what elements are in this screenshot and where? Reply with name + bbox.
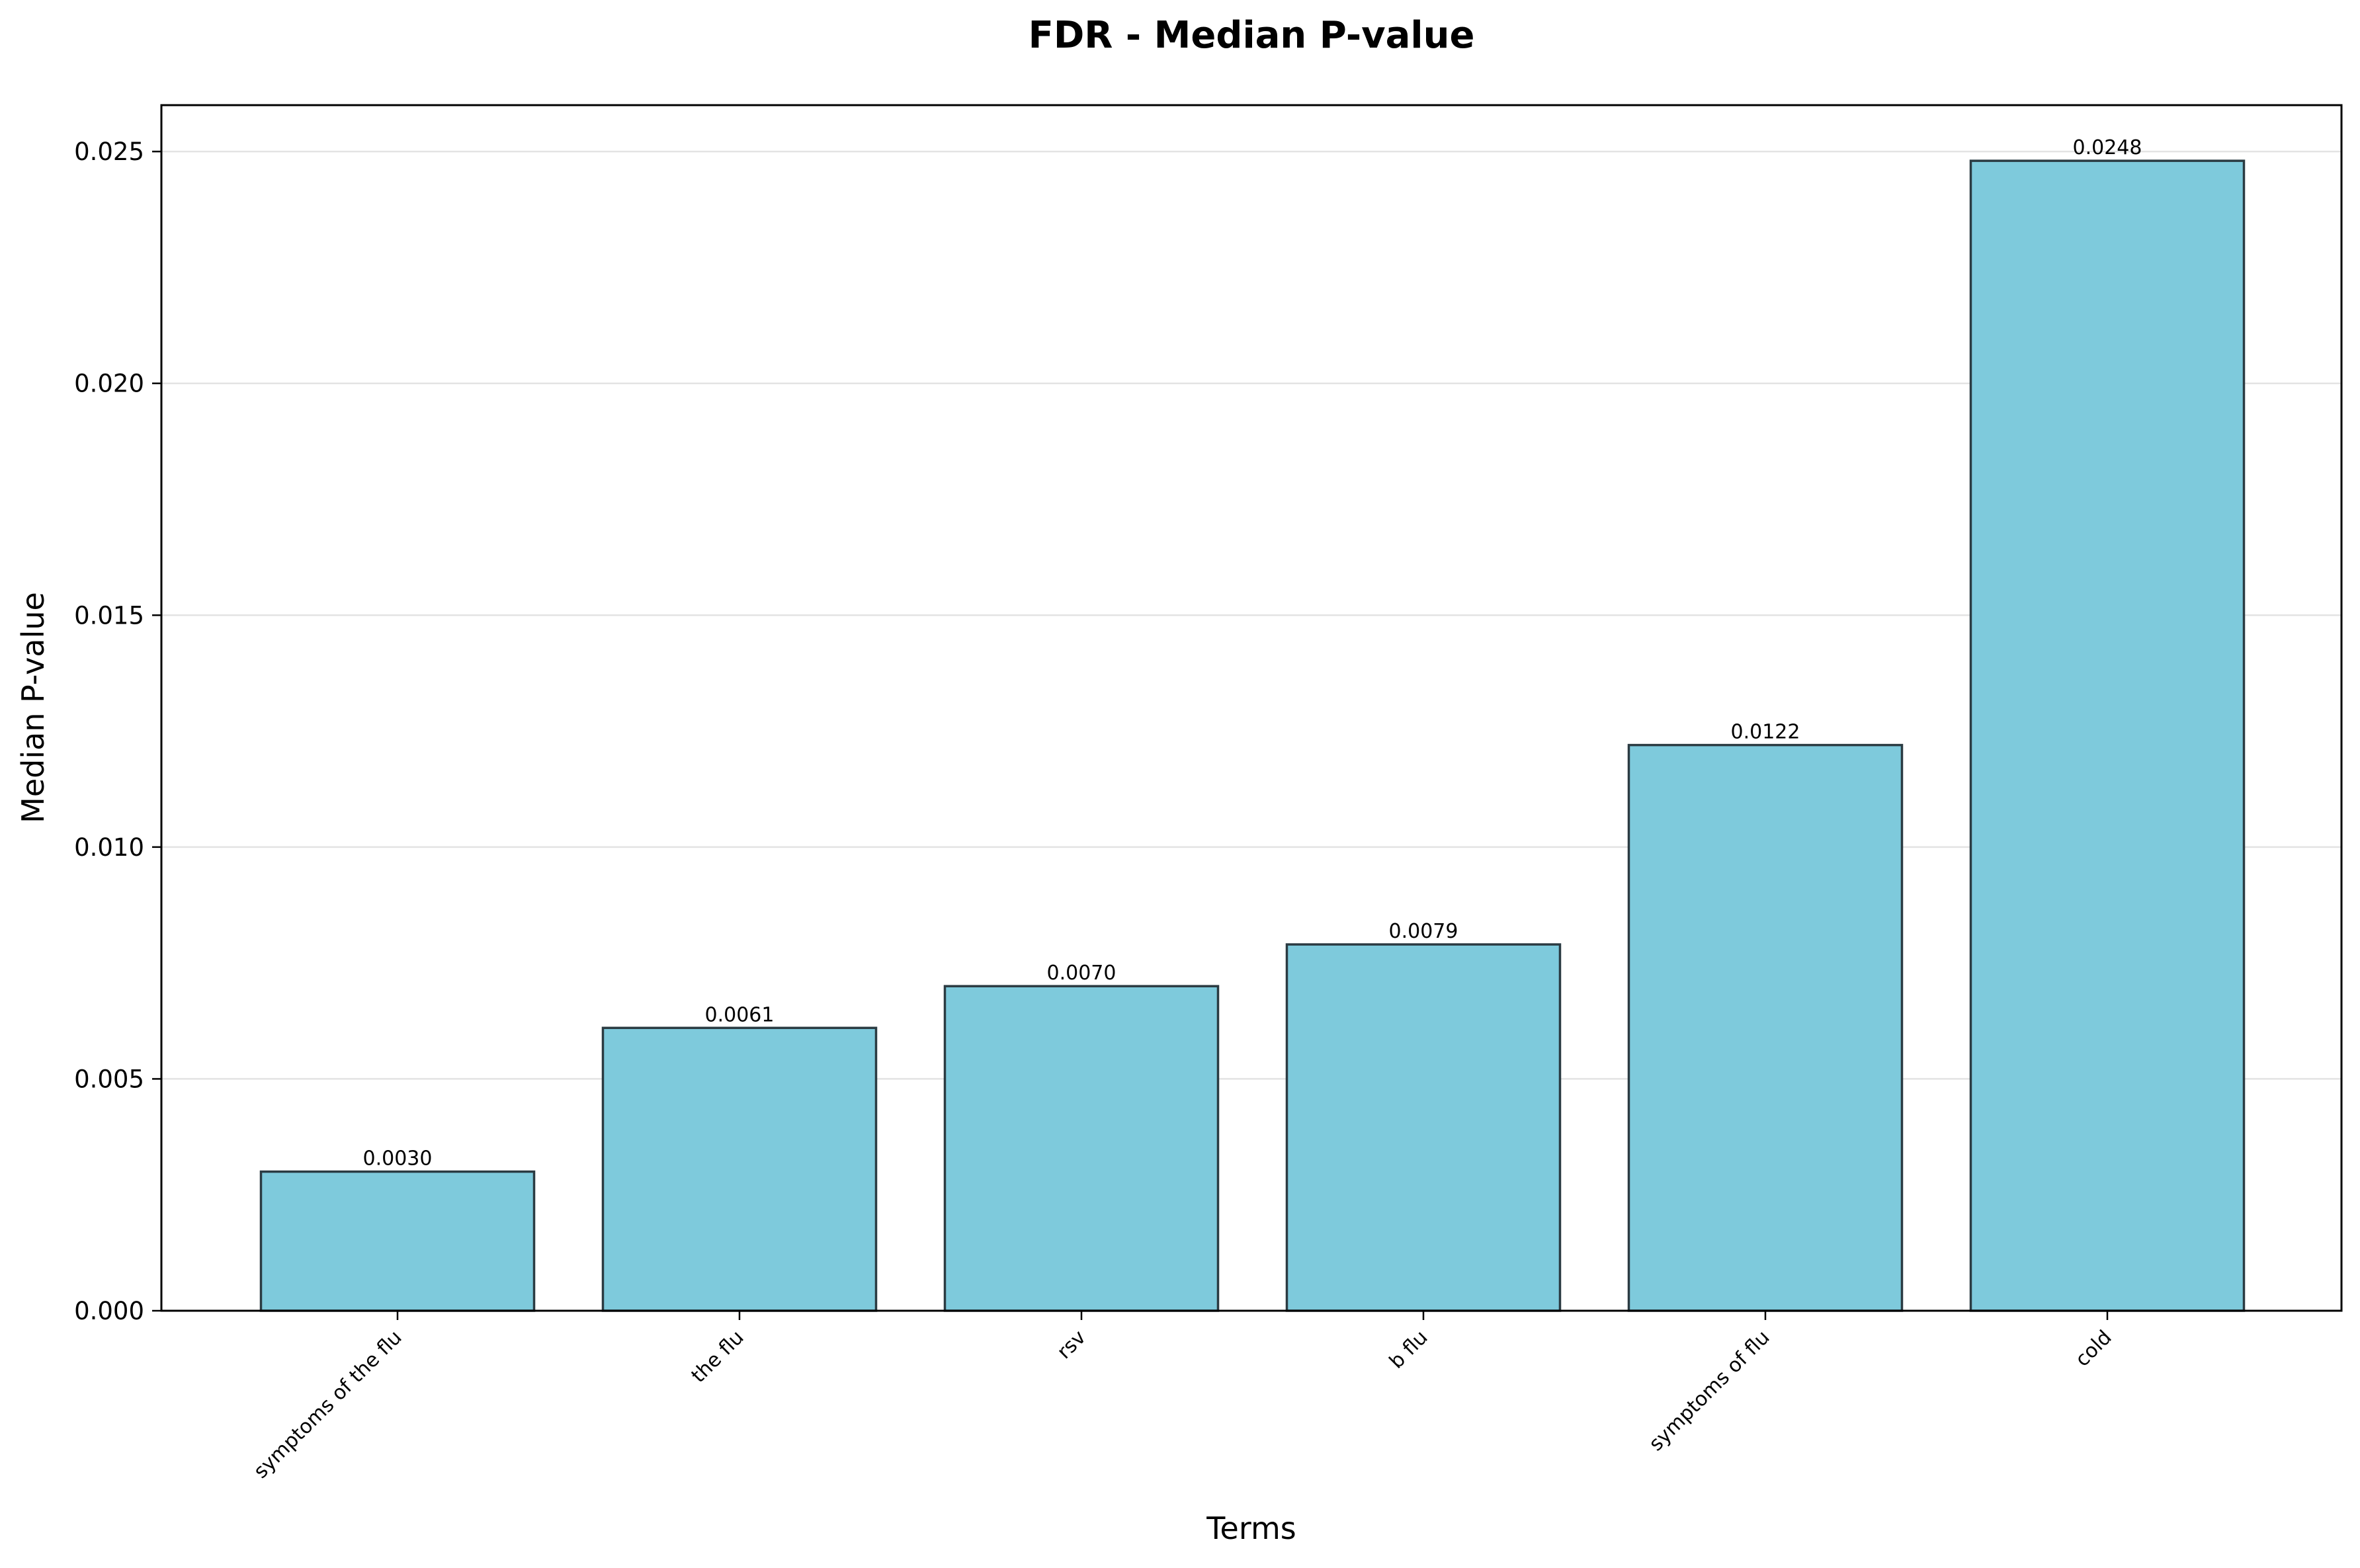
bar-value-label: 0.0061	[705, 1003, 775, 1026]
bar	[1285, 943, 1562, 1312]
bar-value-labels: 0.0030 0.0061 0.0070 0.0079 0.0122 0.0248	[363, 136, 2142, 1171]
bar-value-label: 0.0122	[1731, 721, 1800, 744]
bars	[259, 159, 2246, 1312]
bar	[601, 1026, 878, 1312]
bar	[1969, 159, 2246, 1312]
chart-title: FDR - Median P-value	[1029, 14, 1475, 57]
bar	[1627, 743, 1904, 1312]
y-axis-label: Median P-value	[15, 592, 51, 823]
y-tick-label: 0.020	[74, 370, 144, 398]
y-tick-label: 0.005	[74, 1065, 144, 1093]
x-axis-label: Terms	[1206, 1510, 1296, 1546]
bar-value-label: 0.0248	[2073, 136, 2142, 159]
y-tick-label: 0.025	[74, 138, 144, 166]
y-tick-label: 0.015	[74, 601, 144, 630]
bar-value-label: 0.0030	[363, 1147, 433, 1171]
y-tick-label: 0.010	[74, 833, 144, 862]
plot-frame	[160, 104, 2343, 1312]
y-axis-ticks: 0.000 0.005 0.010 0.015 0.020 0.025	[74, 138, 161, 1325]
bar	[259, 1170, 536, 1312]
bar-value-label: 0.0070	[1047, 962, 1117, 985]
bar-value-label: 0.0079	[1389, 920, 1458, 943]
y-tick-label: 0.000	[74, 1297, 144, 1325]
bar	[943, 985, 1220, 1312]
